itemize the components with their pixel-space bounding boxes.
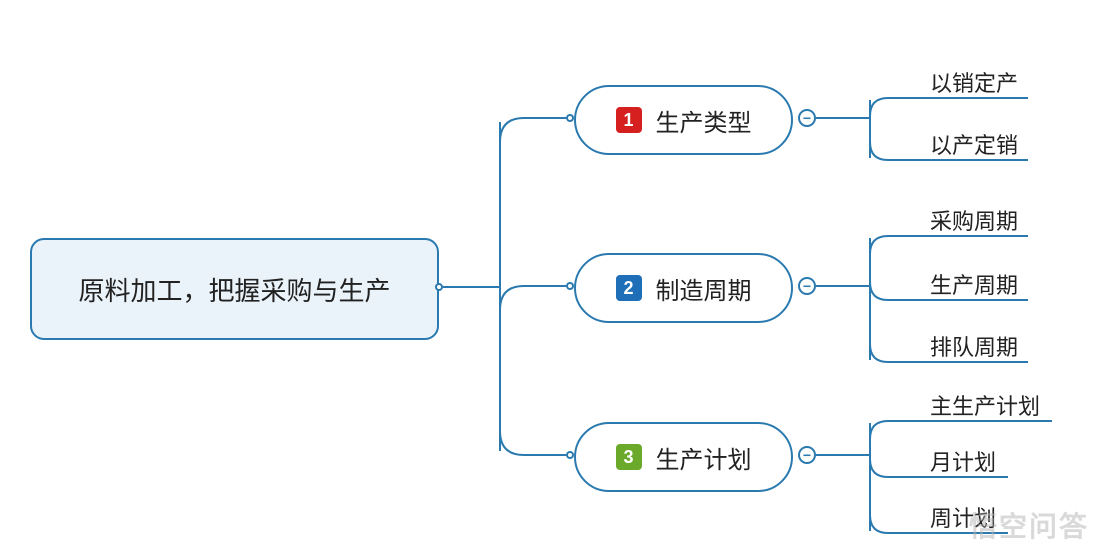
leaf-b1-0[interactable]: 以销定产 xyxy=(930,66,1018,98)
leaf-b1-1[interactable]: 以产定销 xyxy=(930,128,1018,160)
leaf-b2-1[interactable]: 生产周期 xyxy=(930,268,1018,300)
collapse-toggle-b3[interactable]: − xyxy=(798,446,816,464)
branch-label-b1: 生产类型 xyxy=(656,103,752,138)
leaf-b3-0[interactable]: 主生产计划 xyxy=(930,389,1040,421)
branch-label-b2: 制造周期 xyxy=(656,271,752,306)
collapse-toggle-b1[interactable]: − xyxy=(798,109,816,127)
branch-badge-b1: 1 xyxy=(616,107,642,133)
branch-anchor-dot-b1 xyxy=(566,114,574,122)
branch-badge-b3: 3 xyxy=(616,444,642,470)
root-node[interactable]: 原料加工，把握采购与生产 xyxy=(30,238,439,340)
branch-badge-b2: 2 xyxy=(616,275,642,301)
branch-label-b3: 生产计划 xyxy=(656,440,752,475)
watermark-text: 悟空问答 xyxy=(969,505,1089,545)
root-anchor-dot xyxy=(435,283,443,291)
collapse-toggle-b2[interactable]: − xyxy=(798,277,816,295)
leaf-b2-0[interactable]: 采购周期 xyxy=(930,204,1018,236)
root-label: 原料加工，把握采购与生产 xyxy=(78,271,390,308)
branch-node-b3[interactable]: 3 生产计划 xyxy=(574,422,793,492)
leaf-b3-1[interactable]: 月计划 xyxy=(930,445,996,477)
leaf-b2-2[interactable]: 排队周期 xyxy=(930,330,1018,362)
branch-anchor-dot-b2 xyxy=(566,282,574,290)
branch-node-b2[interactable]: 2 制造周期 xyxy=(574,253,793,323)
branch-node-b1[interactable]: 1 生产类型 xyxy=(574,85,793,155)
branch-anchor-dot-b3 xyxy=(566,451,574,459)
